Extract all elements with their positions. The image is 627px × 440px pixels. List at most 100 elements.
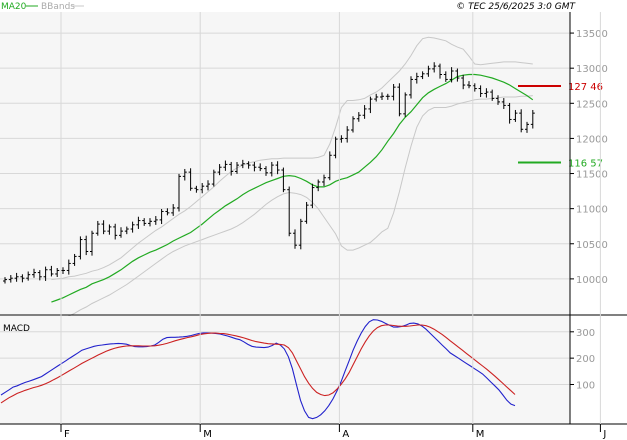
price-bar	[171, 204, 176, 216]
macd-title: MACD	[3, 324, 30, 334]
price-bar	[136, 216, 141, 229]
month-tick-label: A	[342, 429, 349, 440]
price-bar	[194, 185, 199, 193]
support-level-label: 116 57	[568, 159, 603, 170]
macd-gridlines	[0, 331, 570, 385]
price-bar	[385, 93, 390, 100]
macd-tick-label: 100	[576, 380, 595, 391]
price-tick-label: 11500	[576, 170, 608, 181]
price-bar	[507, 102, 512, 124]
price-bar	[55, 267, 60, 277]
price-bar	[525, 121, 529, 133]
month-tick-label: F	[64, 429, 70, 440]
price-bar	[258, 163, 263, 172]
price-bar	[420, 71, 425, 80]
price-bar	[298, 218, 303, 250]
ma20-line	[51, 73, 534, 303]
price-bar	[3, 277, 7, 284]
macd-plot-background	[0, 316, 570, 424]
price-bar	[490, 89, 495, 101]
moving-average	[51, 73, 534, 303]
price-bar	[206, 180, 210, 191]
price-bar	[310, 183, 315, 209]
copyright-text: © TEC 25/6/2025 3:0 GMT	[456, 2, 576, 12]
macd-line	[0, 319, 516, 420]
price-y-axis-ticks: 10000 10500 11000 11500 12000 12500 13000 13500	[570, 29, 608, 286]
price-bar	[188, 168, 193, 191]
price-bar	[368, 96, 373, 114]
legend-bbands: BBands	[41, 2, 75, 12]
price-bar	[119, 227, 123, 238]
price-bar	[235, 161, 239, 174]
price-bar	[455, 68, 460, 82]
price-bar	[159, 209, 164, 225]
price-bar	[32, 268, 36, 278]
price-bar	[240, 159, 245, 169]
price-bar	[142, 218, 147, 226]
price-tick-label: 11000	[576, 205, 608, 216]
price-bar	[293, 229, 297, 249]
price-bar	[153, 216, 158, 225]
price-bar	[37, 270, 42, 281]
price-bar	[333, 136, 338, 159]
price-tick-label: 10500	[576, 240, 608, 251]
price-bar	[414, 72, 419, 84]
bollinger-bands	[51, 36, 533, 325]
price-bar	[269, 161, 274, 177]
price-bar	[380, 92, 384, 101]
price-tick-label: 13500	[576, 29, 608, 40]
macd-tick-label: 200	[576, 354, 595, 365]
price-bar	[26, 271, 31, 281]
macd-tick-label: 300	[576, 328, 595, 339]
price-bar	[8, 275, 13, 283]
price-bar	[501, 98, 506, 109]
price-bar	[351, 116, 355, 133]
price-bar	[391, 83, 396, 101]
price-bar	[432, 62, 437, 73]
price-bar	[467, 81, 471, 89]
price-bar	[165, 208, 170, 216]
price-bar	[217, 164, 222, 176]
signal-line	[0, 324, 516, 404]
price-bar	[409, 76, 413, 99]
price-bar	[101, 220, 106, 235]
resistance-level-label: 127 46	[568, 82, 603, 93]
price-bar	[14, 272, 19, 282]
price-bar	[66, 259, 71, 275]
month-tick-label: M	[203, 429, 212, 440]
price-bar	[124, 226, 129, 235]
price-bar	[438, 63, 442, 79]
price-bar	[211, 169, 216, 187]
month-tick-label: M	[476, 429, 485, 440]
price-bar	[426, 65, 431, 77]
price-bar	[177, 173, 181, 212]
price-bar	[107, 224, 112, 235]
price-bar	[327, 151, 332, 181]
price-bar	[84, 235, 89, 256]
price-bar	[130, 221, 135, 233]
price-levels: 127 46 116 57	[518, 82, 603, 170]
price-bar	[356, 112, 361, 122]
price-tick-label: 13000	[576, 64, 608, 75]
price-bar	[113, 223, 118, 240]
macd-lines	[0, 319, 516, 420]
price-bar	[403, 92, 408, 117]
price-bar	[148, 218, 152, 227]
price-bar	[252, 161, 257, 172]
price-tick-label: 10000	[576, 275, 608, 286]
macd-y-axis-ticks: 100 200 300	[570, 328, 595, 391]
price-bar	[275, 161, 280, 175]
price-bar	[78, 236, 83, 260]
month-tick-label: J	[602, 429, 606, 440]
macd-panel: 100 200 300 MACD	[0, 316, 595, 424]
x-axis: FMAMJJ	[60, 12, 606, 440]
price-bar	[345, 126, 350, 143]
price-bar	[304, 201, 309, 224]
price-bar	[496, 95, 500, 105]
price-gridlines	[0, 32, 570, 280]
price-bar	[374, 93, 379, 102]
price-bar	[264, 166, 268, 176]
price-bar	[397, 83, 402, 117]
legend-ma20: MA20	[1, 2, 27, 12]
